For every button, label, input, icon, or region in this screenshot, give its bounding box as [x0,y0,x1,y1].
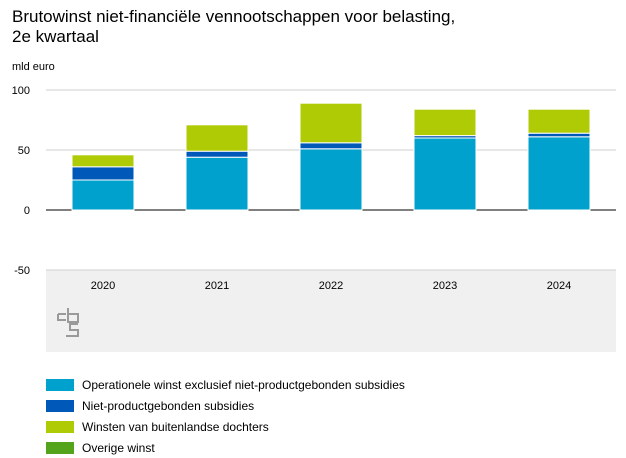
plot-lower-band [46,270,616,352]
legend: Operationele winst exclusief niet-produc… [46,374,405,458]
x-tick-labels: 2020 2021 2022 2023 2024 [91,280,571,292]
bar-segment [185,156,249,211]
legend-swatch [46,420,74,433]
legend-swatch [46,378,74,391]
bar-segment [71,166,135,181]
y-tick-label: -50 [14,265,30,277]
x-tick-label: 2024 [547,280,571,292]
x-tick-label: 2020 [91,280,115,292]
chart-title-line-2: 2e kwartaal [12,27,99,46]
cbs-logo-icon: cbs [57,308,79,337]
bar-segment [527,136,591,211]
bar-segment [299,102,363,144]
bar-segment [299,142,363,150]
legend-swatch [46,399,74,412]
bar-segment [185,150,249,158]
bar-segment [527,108,591,134]
y-tick-label: 100 [12,85,30,97]
legend-item: Niet-productgebonden subsidies [46,395,405,416]
x-tick-label: 2022 [319,280,343,292]
chart-title: Brutowinst niet-financiële vennootschapp… [12,7,612,47]
legend-item: Overige winst [46,437,405,458]
bar-segment [413,137,477,211]
legend-label: Winsten van buitenlandse dochters [82,419,269,434]
legend-item: Winsten van buitenlandse dochters [46,416,405,437]
gridlines [46,89,616,271]
legend-swatch [46,441,74,454]
legend-label: Operationele winst exclusief niet-produc… [82,377,405,392]
x-tick-label: 2021 [205,280,229,292]
legend-item: Operationele winst exclusief niet-produc… [46,374,405,395]
bars [71,102,591,211]
x-tick-label: 2023 [433,280,457,292]
bar-segment [71,154,135,168]
bar-segment [527,132,591,138]
bar-segment [413,108,477,137]
y-axis-unit-label: mld euro [12,61,55,73]
bar-segment [185,124,249,152]
y-tick-labels: 100 50 0 -50 [12,85,30,277]
y-tick-label: 0 [24,205,30,217]
legend-label: Overige winst [82,440,155,455]
chart-title-line-1: Brutowinst niet-financiële vennootschapp… [12,7,456,26]
y-tick-label: 50 [18,145,30,157]
bar-segment [299,148,363,211]
bar-segment [71,179,135,211]
legend-label: Niet-productgebonden subsidies [82,398,255,413]
